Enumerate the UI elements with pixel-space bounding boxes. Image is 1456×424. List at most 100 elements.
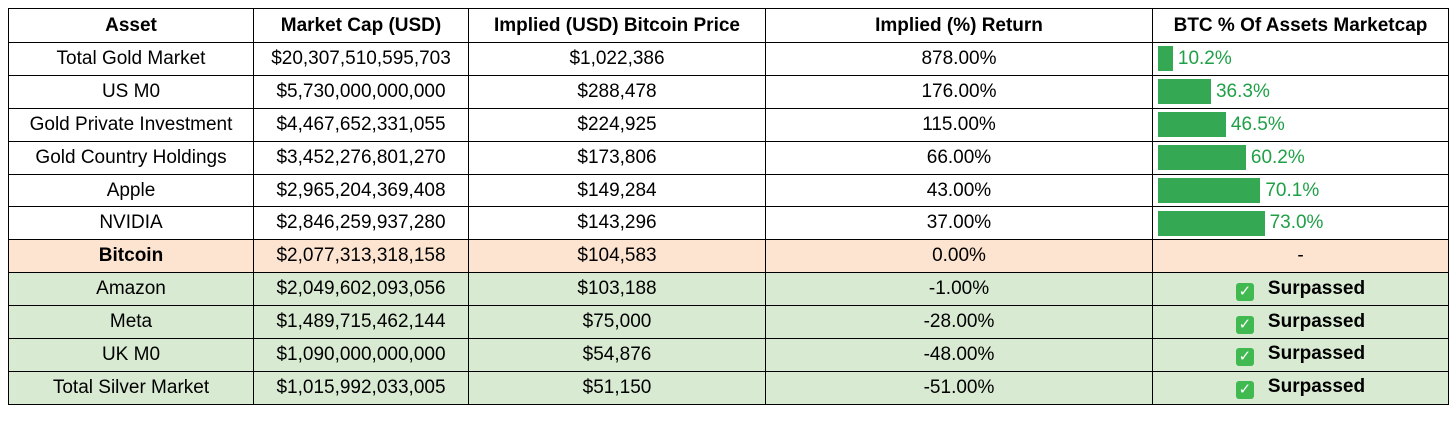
btc-pct-cell: 60.2% bbox=[1152, 140, 1449, 175]
table-row: Gold Private Investment $4,467,652,331,05… bbox=[8, 107, 1449, 142]
table-row: Amazon $2,049,602,093,056 $103,188 -1.00% ✓ S… bbox=[8, 272, 1449, 307]
surpassed-cell: ✓ Surpassed bbox=[1152, 370, 1449, 405]
implied-return-cell: 878.00% bbox=[765, 42, 1153, 76]
pct-bar-label: 73.0% bbox=[1269, 212, 1324, 234]
header-market-cap: Market Cap (USD) bbox=[253, 8, 469, 43]
table-row: Gold Country Holdings $3,452,276,801,270 $… bbox=[8, 140, 1449, 175]
implied-return-cell: -51.00% bbox=[765, 370, 1153, 405]
market-cap-cell: $4,467,652,331,055 bbox=[253, 107, 469, 142]
pct-bar-wrap: 46.5% bbox=[1158, 109, 1444, 140]
implied-price-cell: $1,022,386 bbox=[468, 42, 766, 76]
asset-cell: Total Silver Market bbox=[8, 370, 254, 405]
btc-pct-cell: 73.0% bbox=[1152, 206, 1449, 241]
pct-bar bbox=[1158, 112, 1226, 138]
implied-price-cell: $224,925 bbox=[468, 107, 766, 142]
table-row: Meta $1,489,715,462,144 $75,000 -28.00% ✓ Sur… bbox=[8, 305, 1449, 340]
btc-pct-cell: 46.5% bbox=[1152, 107, 1449, 142]
implied-return-cell: 37.00% bbox=[765, 206, 1153, 241]
table-body: Total Gold Market $20,307,510,595,703 $1,0… bbox=[8, 42, 1449, 405]
surpassed-cell: ✓ Surpassed bbox=[1152, 305, 1449, 340]
asset-cell: Total Gold Market bbox=[8, 42, 254, 76]
table-row: US M0 $5,730,000,000,000 $288,478 176.00% 36… bbox=[8, 74, 1449, 109]
btc-pct-cell: 70.1% bbox=[1152, 173, 1449, 208]
pct-bar-wrap: 60.2% bbox=[1158, 142, 1444, 173]
table-row: Apple $2,965,204,369,408 $149,284 43.00% 70.… bbox=[8, 173, 1449, 208]
implied-price-cell: $54,876 bbox=[468, 338, 766, 372]
market-cap-cell: $1,090,000,000,000 bbox=[253, 338, 469, 372]
surpassed-cell: ✓ Surpassed bbox=[1152, 338, 1449, 372]
pct-bar-label: 10.2% bbox=[1177, 47, 1232, 69]
market-cap-cell: $2,965,204,369,408 bbox=[253, 173, 469, 208]
pct-bar bbox=[1158, 46, 1173, 72]
header-row: Asset Market Cap (USD) Implied (USD) Bit… bbox=[8, 8, 1449, 43]
implied-price-cell: $149,284 bbox=[468, 173, 766, 208]
implied-price-cell: $143,296 bbox=[468, 206, 766, 241]
table-row: Total Silver Market $1,015,992,033,005 $51… bbox=[8, 370, 1449, 405]
market-cap-cell: $20,307,510,595,703 bbox=[253, 42, 469, 76]
implied-return-cell: 115.00% bbox=[765, 107, 1153, 142]
check-mark-icon: ✓ bbox=[1235, 282, 1254, 301]
market-cap-cell: $2,846,259,937,280 bbox=[253, 206, 469, 241]
header-implied-price: Implied (USD) Bitcoin Price bbox=[468, 8, 766, 43]
market-cap-cell: $1,489,715,462,144 bbox=[253, 305, 469, 340]
market-cap-cell: $2,077,313,318,158 bbox=[253, 239, 469, 274]
surpassed-cell: ✓ Surpassed bbox=[1152, 272, 1449, 307]
table-row: Bitcoin $2,077,313,318,158 $104,583 0.00% - bbox=[8, 239, 1449, 274]
implied-price-cell: $104,583 bbox=[468, 239, 766, 274]
asset-cell: Apple bbox=[8, 173, 254, 208]
implied-return-cell: -48.00% bbox=[765, 338, 1153, 372]
table-row: NVIDIA $2,846,259,937,280 $143,296 37.00% 73… bbox=[8, 206, 1449, 241]
check-mark-icon: ✓ bbox=[1235, 381, 1254, 400]
implied-return-cell: 0.00% bbox=[765, 239, 1153, 274]
implied-price-cell: $75,000 bbox=[468, 305, 766, 340]
asset-cell: Gold Country Holdings bbox=[8, 140, 254, 175]
surpassed-label: Surpassed bbox=[1267, 376, 1366, 398]
check-mark-icon: ✓ bbox=[1235, 315, 1254, 334]
header-asset: Asset bbox=[8, 8, 254, 43]
table-row: UK M0 $1,090,000,000,000 $54,876 -48.00% ✓ Su… bbox=[8, 338, 1449, 372]
pct-bar bbox=[1158, 79, 1211, 105]
asset-cell: Amazon bbox=[8, 272, 254, 307]
market-cap-cell: $1,015,992,033,005 bbox=[253, 370, 469, 405]
implied-return-cell: 43.00% bbox=[765, 173, 1153, 208]
market-cap-cell: $5,730,000,000,000 bbox=[253, 74, 469, 109]
btc-pct-cell: 10.2% bbox=[1152, 42, 1449, 76]
market-cap-cell: $3,452,276,801,270 bbox=[253, 140, 469, 175]
asset-cell: Bitcoin bbox=[8, 239, 254, 274]
implied-price-cell: $288,478 bbox=[468, 74, 766, 109]
btc-comparison-table: Asset Market Cap (USD) Implied (USD) Bit… bbox=[8, 8, 1449, 405]
header-implied-return: Implied (%) Return bbox=[765, 8, 1153, 43]
implied-price-cell: $173,806 bbox=[468, 140, 766, 175]
table-container: Asset Market Cap (USD) Implied (USD) Bit… bbox=[8, 8, 1449, 405]
implied-price-cell: $103,188 bbox=[468, 272, 766, 307]
implied-return-cell: 176.00% bbox=[765, 74, 1153, 109]
asset-cell: NVIDIA bbox=[8, 206, 254, 241]
asset-cell: UK M0 bbox=[8, 338, 254, 372]
pct-bar-label: 70.1% bbox=[1265, 179, 1320, 201]
header-btc-pct: BTC % Of Assets Marketcap bbox=[1152, 8, 1449, 43]
surpassed-label: Surpassed bbox=[1267, 310, 1366, 332]
implied-price-cell: $51,150 bbox=[468, 370, 766, 405]
pct-bar-wrap: 70.1% bbox=[1158, 175, 1444, 206]
asset-cell: Meta bbox=[8, 305, 254, 340]
implied-return-cell: -28.00% bbox=[765, 305, 1153, 340]
market-cap-cell: $2,049,602,093,056 bbox=[253, 272, 469, 307]
surpassed-label: Surpassed bbox=[1267, 343, 1366, 365]
surpassed-label: Surpassed bbox=[1267, 277, 1366, 299]
table-row: Total Gold Market $20,307,510,595,703 $1,0… bbox=[8, 42, 1449, 76]
check-mark-icon: ✓ bbox=[1235, 348, 1254, 367]
pct-bar-wrap: 10.2% bbox=[1158, 43, 1444, 74]
btc-pct-cell: - bbox=[1152, 239, 1449, 274]
pct-bar bbox=[1158, 178, 1261, 203]
pct-bar bbox=[1158, 145, 1246, 171]
asset-cell: Gold Private Investment bbox=[8, 107, 254, 142]
pct-bar bbox=[1158, 210, 1265, 236]
implied-return-cell: 66.00% bbox=[765, 140, 1153, 175]
pct-bar-label: 60.2% bbox=[1250, 146, 1305, 168]
pct-bar-wrap: 73.0% bbox=[1158, 208, 1444, 239]
btc-pct-cell: 36.3% bbox=[1152, 74, 1449, 109]
asset-cell: US M0 bbox=[8, 74, 254, 109]
pct-bar-label: 46.5% bbox=[1230, 113, 1285, 135]
implied-return-cell: -1.00% bbox=[765, 272, 1153, 307]
pct-bar-wrap: 36.3% bbox=[1158, 76, 1444, 107]
